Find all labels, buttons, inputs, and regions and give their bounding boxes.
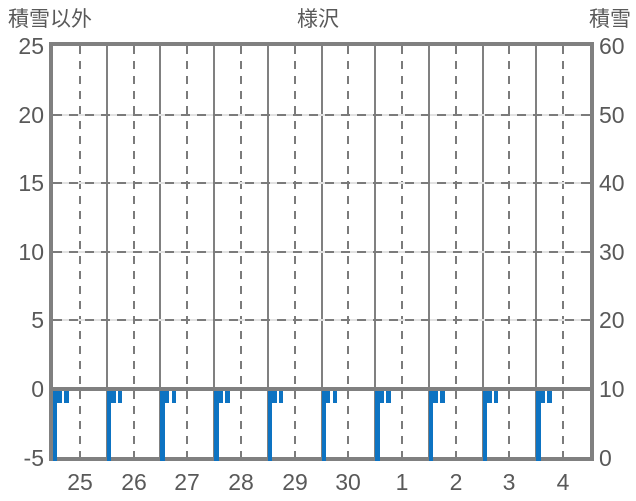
bar-short — [64, 388, 69, 403]
right-axis-tick: 60 — [599, 33, 625, 59]
bar-short — [321, 388, 331, 403]
bar-full-depth — [53, 388, 58, 461]
left-axis-tick: 5 — [31, 307, 44, 333]
bar-short — [428, 388, 438, 403]
x-axis-day-label: 1 — [395, 469, 409, 495]
x-axis-day-label: 2 — [449, 469, 463, 495]
bar-short — [547, 388, 552, 403]
bar-short — [440, 388, 445, 403]
x-axis-day-label: 26 — [121, 469, 147, 495]
left-axis-tick: 15 — [18, 170, 44, 196]
x-axis-day-label: 25 — [67, 469, 93, 495]
x-axis-day-label: 28 — [228, 469, 254, 495]
bar-full-depth — [482, 388, 488, 461]
bar-full-depth — [214, 388, 219, 461]
plot-area — [49, 42, 594, 461]
bar-full-depth — [321, 388, 326, 461]
bar-short — [375, 388, 385, 403]
plot-border-left — [49, 42, 53, 461]
right-axis-tick: 20 — [599, 307, 625, 333]
bar-short — [536, 388, 546, 403]
bar-full-depth — [106, 388, 112, 461]
right-axis-title: 積雪 — [589, 8, 631, 31]
right-axis-tick: 50 — [599, 102, 625, 128]
bar-full-depth — [267, 388, 273, 461]
bar-short — [225, 388, 230, 403]
bar-full-depth — [160, 388, 165, 461]
left-axis-title: 積雪以外 — [8, 8, 92, 31]
x-axis-day-label: 4 — [556, 469, 570, 495]
bar-short — [106, 388, 116, 403]
plot-border-top — [49, 42, 594, 46]
x-axis-day-label: 3 — [502, 469, 516, 495]
horizontal-gridline — [53, 113, 590, 116]
bar-short — [386, 388, 391, 403]
right-axis-tick: 0 — [599, 445, 612, 471]
x-axis-day-label: 29 — [282, 469, 308, 495]
left-axis-tick: 10 — [18, 239, 44, 265]
horizontal-gridline — [53, 319, 590, 322]
bar-short — [160, 388, 170, 403]
left-axis-tick: -5 — [23, 445, 44, 471]
chart-title: 様沢 — [297, 8, 339, 31]
bar-full-depth — [428, 388, 434, 461]
horizontal-gridline — [53, 250, 590, 253]
bar-full-depth — [375, 388, 380, 461]
x-axis-day-label: 27 — [174, 469, 200, 495]
right-axis-tick: 40 — [599, 170, 625, 196]
left-axis-tick: 20 — [18, 102, 44, 128]
bar-short — [493, 388, 499, 403]
left-axis-tick: 0 — [31, 376, 44, 402]
bar-short — [278, 388, 284, 403]
bar-short — [214, 388, 224, 403]
bar-short — [53, 388, 62, 403]
bar-short — [171, 388, 177, 403]
bar-short — [332, 388, 338, 403]
bar-short — [267, 388, 277, 403]
horizontal-gridline — [53, 182, 590, 185]
zero-line — [53, 387, 590, 391]
left-axis-tick: 25 — [18, 33, 44, 59]
right-axis-tick: 10 — [599, 376, 625, 402]
bar-short — [117, 388, 123, 403]
bar-short — [482, 388, 492, 403]
plot-border-right — [590, 42, 594, 461]
x-axis-day-label: 30 — [335, 469, 361, 495]
right-axis-tick: 30 — [599, 239, 625, 265]
bar-full-depth — [536, 388, 541, 461]
